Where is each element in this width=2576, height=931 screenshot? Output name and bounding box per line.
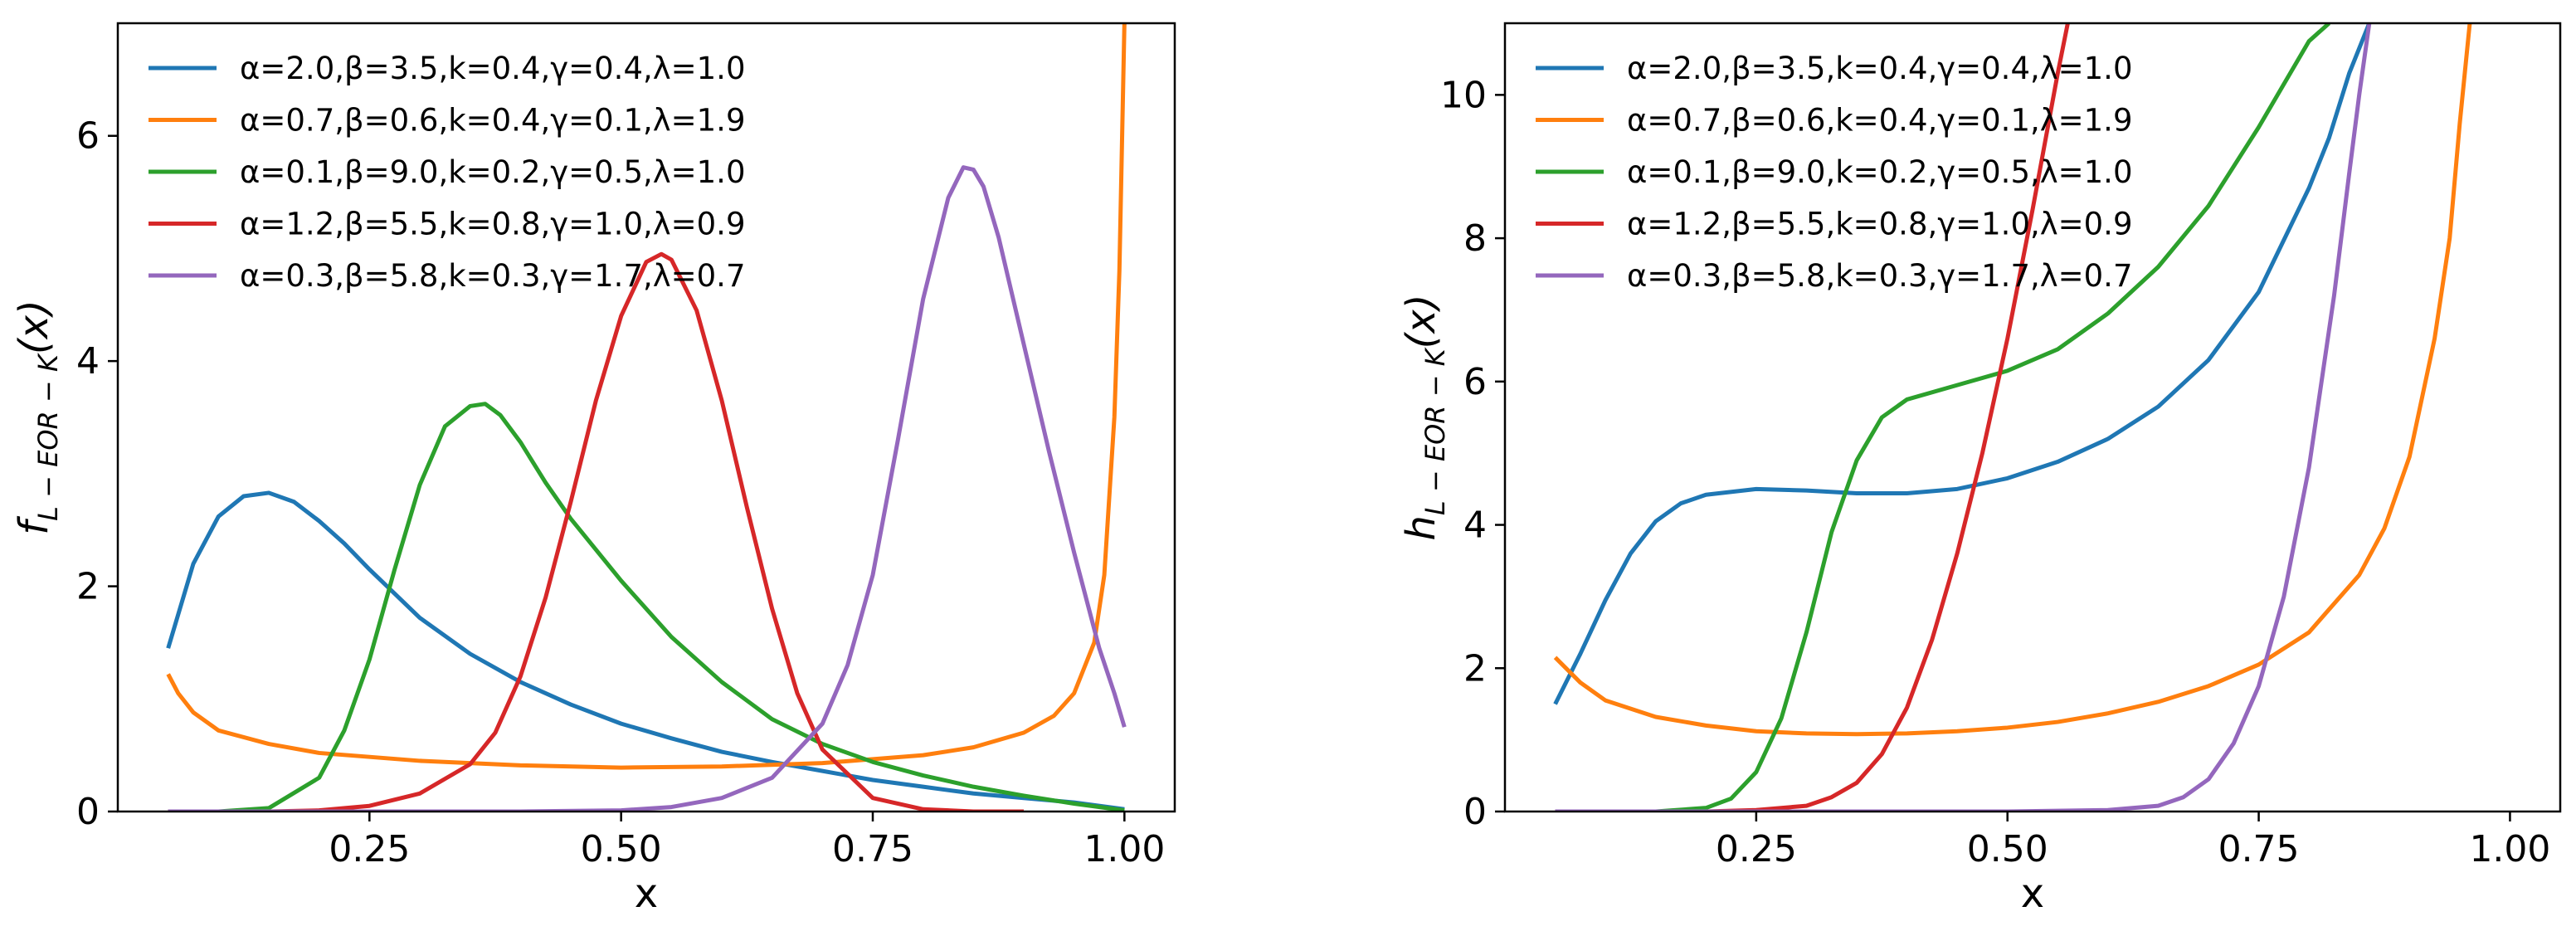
right-x-tick-label: 0.75: [2218, 828, 2300, 870]
right-x-tick-label: 0.25: [1716, 828, 1797, 870]
left-y-tick-label: 4: [76, 340, 100, 383]
left-series-group: [166, 23, 1127, 812]
right-series-line-1: [1553, 23, 2372, 705]
right-series-group: [1553, 23, 2472, 812]
left-series-line-1: [166, 490, 1125, 812]
right-y-tick-label: 2: [1463, 647, 1487, 690]
left-axes-frame: [116, 22, 1176, 813]
left-x-tick-label: 0.25: [329, 828, 410, 870]
right-legend: α=2.0,β=3.5,k=0.4,γ=0.4,λ=1.0 α=0.7,β=0.6…: [1536, 51, 2133, 294]
left-series-line-2: [166, 23, 1127, 770]
left-y-tick-label: 2: [76, 566, 100, 608]
left-x-tick-label: 1.00: [1083, 828, 1165, 870]
left-x-tick-label: 0.50: [581, 828, 662, 870]
right-legend-label-2: α=0.7,β=0.6,k=0.4,γ=0.1,λ=1.9: [1627, 103, 2133, 139]
right-y-axis-label: hL − EOR − K(x): [1398, 294, 1451, 540]
right-chart: 0.25 0.50 0.75 1.00 0 2 4 6 8 10 x hL − EOR − K(x) α…: [1398, 22, 2562, 917]
right-series-line-4: [1555, 23, 2070, 812]
right-series-line-2: [1553, 23, 2472, 737]
left-y-axis-label: fL − EOR − K(x): [11, 300, 64, 535]
left-series-line-5: [168, 165, 1127, 812]
left-series-line-3: [168, 402, 1125, 812]
right-x-axis-label: x: [2021, 870, 2044, 917]
left-chart: 0.25 0.50 0.75 1.00 0 2 4 6 x fL − EOR − K(x) α=2.…: [11, 22, 1176, 917]
left-legend: α=2.0,β=3.5,k=0.4,γ=0.4,λ=1.0 α=0.7,β=0.6…: [149, 51, 746, 294]
right-x-tick-label: 0.50: [1967, 828, 2048, 870]
left-x-tick-label: 0.75: [832, 828, 913, 870]
left-x-axis-label: x: [635, 870, 658, 917]
left-legend-label-2: α=0.7,β=0.6,k=0.4,γ=0.1,λ=1.9: [240, 103, 746, 139]
right-legend-label-5: α=0.3,β=5.8,k=0.3,γ=1.7,λ=0.7: [1627, 258, 2133, 294]
right-legend-label-1: α=2.0,β=3.5,k=0.4,γ=0.4,λ=1.0: [1627, 51, 2133, 86]
right-y-tick-label: 0: [1463, 791, 1487, 833]
right-y-tick-label: 4: [1463, 504, 1487, 547]
right-series-line-5: [1555, 23, 2372, 812]
left-legend-label-3: α=0.1,β=9.0,k=0.2,γ=0.5,λ=1.0: [240, 154, 746, 190]
right-legend-label-4: α=1.2,β=5.5,k=0.8,γ=1.0,λ=0.9: [1627, 207, 2133, 242]
right-y-tick-label: 10: [1440, 74, 1487, 116]
left-legend-label-4: α=1.2,β=5.5,k=0.8,γ=1.0,λ=0.9: [240, 207, 746, 242]
right-legend-label-3: α=0.1,β=9.0,k=0.2,γ=0.5,λ=1.0: [1627, 154, 2133, 190]
left-legend-label-5: α=0.3,β=5.8,k=0.3,γ=1.7,λ=0.7: [240, 258, 746, 294]
right-y-tick-label: 8: [1463, 217, 1487, 260]
right-series-line-3: [1555, 23, 2331, 812]
right-y-tick-label: 6: [1463, 361, 1487, 403]
left-y-tick-label: 0: [76, 791, 100, 833]
right-x-tick-label: 1.00: [2469, 828, 2550, 870]
left-y-tick-label: 6: [76, 115, 100, 158]
left-series-line-4: [168, 251, 1024, 812]
right-axes-frame: [1503, 22, 2562, 813]
left-legend-label-1: α=2.0,β=3.5,k=0.4,γ=0.4,λ=1.0: [240, 51, 746, 86]
